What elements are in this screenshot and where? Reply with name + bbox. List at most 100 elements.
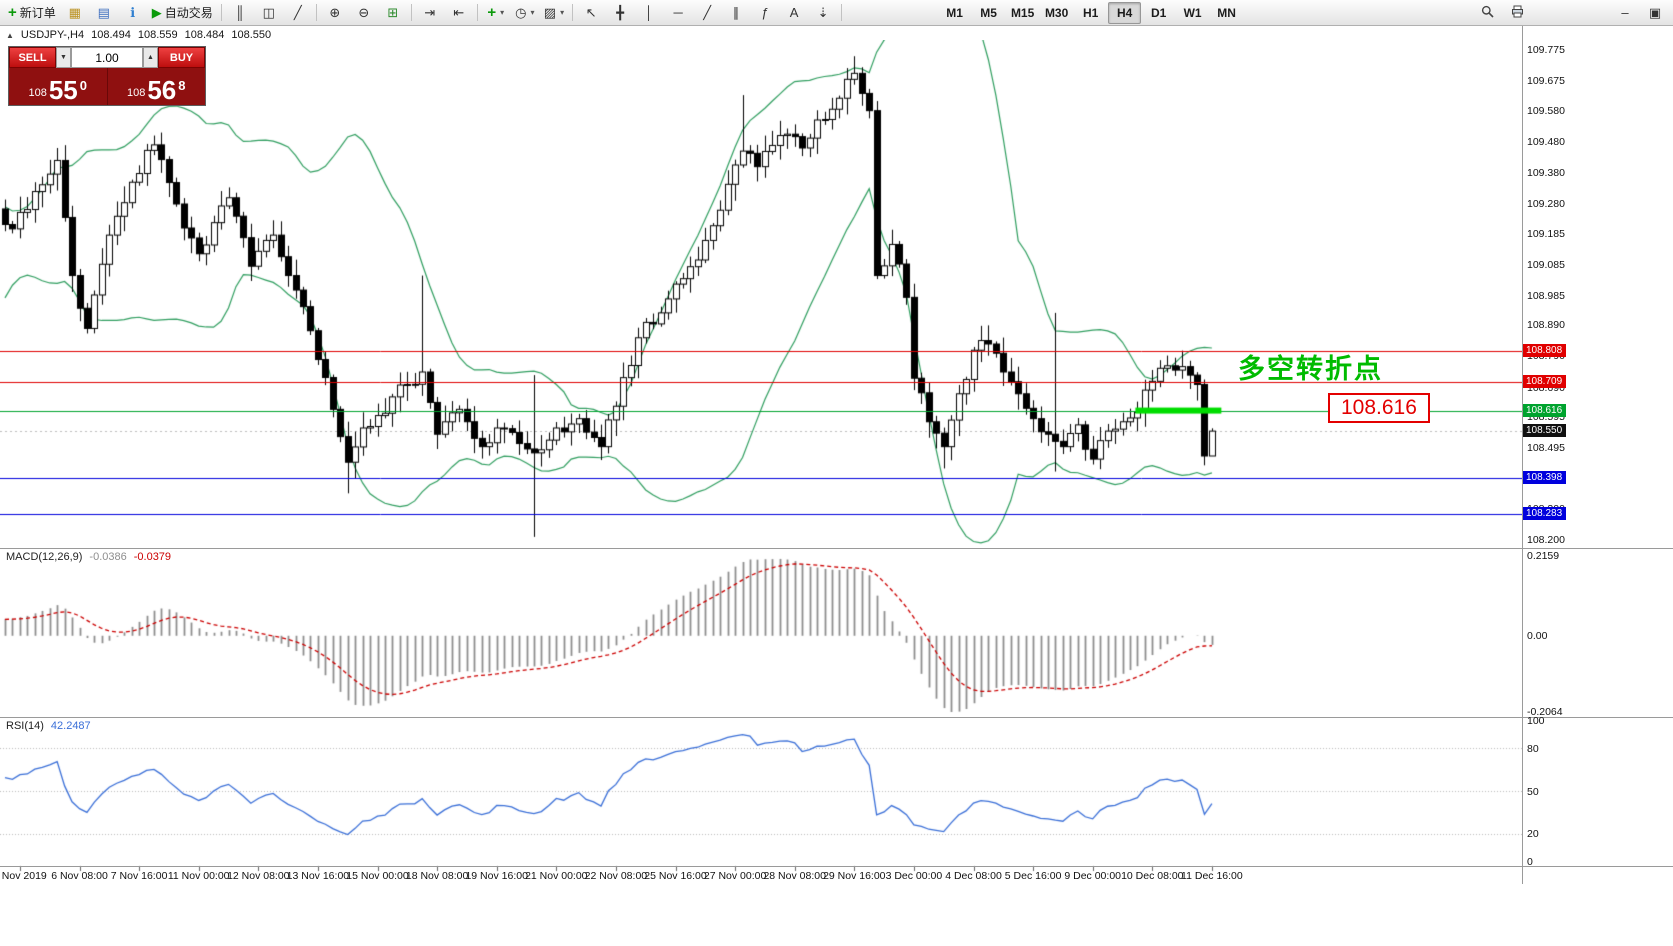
- macd-title: MACD(12,26,9): [6, 551, 83, 563]
- chart-window-icon: ▦: [68, 5, 81, 20]
- restore-icon: ▣: [1648, 5, 1662, 20]
- sell-button[interactable]: SELL: [9, 47, 56, 68]
- auto-trading-button[interactable]: ▶ 自动交易: [148, 2, 217, 24]
- channel-tool-button[interactable]: ∥: [722, 2, 750, 24]
- price-tick: 109.085: [1527, 258, 1565, 271]
- line-chart-mode-button[interactable]: ╱: [284, 2, 312, 24]
- hline-price-label: 108.709: [1523, 374, 1567, 388]
- crosshair-icon: ╋: [616, 5, 625, 20]
- time-tick: 5 Nov 2019: [0, 870, 47, 882]
- volume-down-button[interactable]: ▼: [56, 47, 71, 68]
- rsi-axis-tick: 80: [1527, 743, 1539, 755]
- macd-indicator-label: MACD(12,26,9) -0.0386 -0.0379: [6, 551, 171, 563]
- tf-m1-button[interactable]: M1: [938, 2, 971, 24]
- tf-m30-button[interactable]: M30: [1040, 2, 1073, 24]
- time-tick: 25 Nov 16:00: [644, 870, 707, 882]
- chart-shift-button[interactable]: ⇤: [445, 2, 473, 24]
- line-icon: ╱: [293, 5, 302, 20]
- tf-h1-button[interactable]: H1: [1074, 2, 1107, 24]
- turning-point-annotation[interactable]: 多空转折点: [1238, 354, 1383, 384]
- toolbar-group-scroll: ⇥ ⇤: [416, 2, 473, 24]
- price-chart-canvas[interactable]: [0, 40, 1522, 886]
- arrows-tool-button[interactable]: ⇣: [809, 2, 837, 24]
- candlestick-mode-button[interactable]: ◫: [255, 2, 283, 24]
- time-tick: 22 Nov 08:00: [584, 870, 648, 882]
- fibonacci-tool-button[interactable]: ƒ: [751, 2, 779, 24]
- tf-h4-button[interactable]: H4: [1108, 1, 1142, 24]
- info-icon: ℹ: [130, 5, 136, 20]
- text-tool-button[interactable]: A: [780, 2, 808, 24]
- time-tick: 27 Nov 00:00: [703, 870, 767, 882]
- time-tick: 12 Nov 08:00: [227, 870, 290, 882]
- vline-icon: │: [645, 5, 654, 20]
- hline-price-label: 108.398: [1523, 471, 1567, 485]
- tile-windows-button[interactable]: ⊞: [379, 2, 407, 24]
- zoom-in-icon: ⊕: [329, 5, 341, 20]
- search-button[interactable]: [1473, 2, 1501, 24]
- time-tick: 18 Nov 08:00: [405, 870, 469, 882]
- price-tick: 109.580: [1527, 104, 1565, 117]
- tf-w1-button[interactable]: W1: [1176, 2, 1209, 24]
- rsi-panel-separator[interactable]: [0, 717, 1673, 718]
- horizontal-line-tool-button[interactable]: ─: [664, 2, 692, 24]
- volume-up-button[interactable]: ▲: [143, 47, 158, 68]
- time-tick: 29 Nov 16:00: [823, 870, 886, 882]
- dropdown-caret-icon: ▾: [500, 8, 505, 17]
- time-tick: 10 Dec 08:00: [1121, 870, 1184, 882]
- rsi-axis-tick: 20: [1527, 828, 1539, 840]
- profiles-button[interactable]: ▤: [90, 2, 118, 24]
- new-chart-button[interactable]: ▦: [61, 2, 89, 24]
- bid-big-figure: 108: [28, 87, 47, 99]
- current-price-label: 108.550: [1523, 424, 1567, 438]
- template-icon: ▨: [543, 5, 557, 20]
- tf-m1-button-label: M1: [946, 5, 963, 20]
- time-tick: 11 Nov 00:00: [167, 870, 230, 882]
- data-window-button[interactable]: ℹ: [119, 2, 147, 24]
- toolbar-group-insert: + ▾ ◷ ▾ ▨ ▾: [482, 2, 568, 24]
- cursor-tool-button[interactable]: ↖: [577, 2, 605, 24]
- bid-price[interactable]: 108 55 0: [9, 68, 108, 105]
- collapse-chart-button[interactable]: ▲: [6, 30, 14, 40]
- toolbar-group-tools: ↖ ╋ │ ─ ╱ ∥ ƒ A ⇣: [577, 2, 837, 24]
- toolbar-group-timeframes: M1 M5 M15 M30 H1 H4 D1 W1 MN: [938, 1, 1243, 24]
- templates-button[interactable]: ▨ ▾: [540, 2, 568, 24]
- tf-d1-button[interactable]: D1: [1142, 2, 1175, 24]
- zoom-out-button[interactable]: ⊖: [350, 2, 378, 24]
- price-tick: 109.775: [1527, 44, 1565, 56]
- buy-button[interactable]: BUY: [158, 47, 205, 68]
- print-button[interactable]: [1503, 2, 1531, 24]
- vertical-line-tool-button[interactable]: │: [635, 2, 663, 24]
- toolbar-group-chart-modes: ║ ◫ ╱: [226, 2, 312, 24]
- open-value: 108.494: [91, 29, 131, 41]
- restore-button[interactable]: ▣: [1641, 2, 1669, 24]
- time-tick: 28 Nov 08:00: [763, 870, 826, 882]
- tf-mn-button[interactable]: MN: [1210, 2, 1243, 24]
- macd-panel-separator[interactable]: [0, 548, 1673, 549]
- volume-input[interactable]: [71, 47, 143, 68]
- ask-price[interactable]: 108 56 8: [108, 68, 206, 105]
- new-order-button[interactable]: + 新订单: [4, 2, 60, 24]
- trendline-tool-button[interactable]: ╱: [693, 2, 721, 24]
- hline-icon: ─: [673, 5, 683, 20]
- tf-m15-button[interactable]: M15: [1006, 2, 1039, 24]
- bar-chart-mode-button[interactable]: ║: [226, 2, 254, 24]
- price-tick: 109.280: [1527, 198, 1565, 210]
- trendline-icon: ╱: [703, 5, 712, 20]
- auto-scroll-button[interactable]: ⇥: [416, 2, 444, 24]
- toolbar-group-file-ops: + 新订单 ▦ ▤ ℹ ▶ 自动交易: [4, 2, 217, 24]
- periods-button[interactable]: ◷ ▾: [511, 2, 539, 24]
- rsi-axis-tick: 50: [1527, 786, 1539, 798]
- minimize-button[interactable]: –: [1611, 2, 1639, 24]
- macd-signal-value: -0.0379: [133, 551, 172, 563]
- auto-trading-button-label: 自动交易: [164, 6, 213, 20]
- channel-icon: ∥: [732, 5, 740, 20]
- indicators-button[interactable]: + ▾: [482, 2, 510, 24]
- dropdown-caret-icon: ▾: [560, 8, 565, 17]
- bid-pips: 55: [48, 75, 78, 106]
- time-tick: 13 Nov 16:00: [286, 870, 350, 882]
- crosshair-tool-button[interactable]: ╋: [606, 2, 634, 24]
- tf-m5-button[interactable]: M5: [972, 2, 1005, 24]
- price-callout-annotation[interactable]: 108.616: [1328, 393, 1430, 423]
- zoom-in-button[interactable]: ⊕: [321, 2, 349, 24]
